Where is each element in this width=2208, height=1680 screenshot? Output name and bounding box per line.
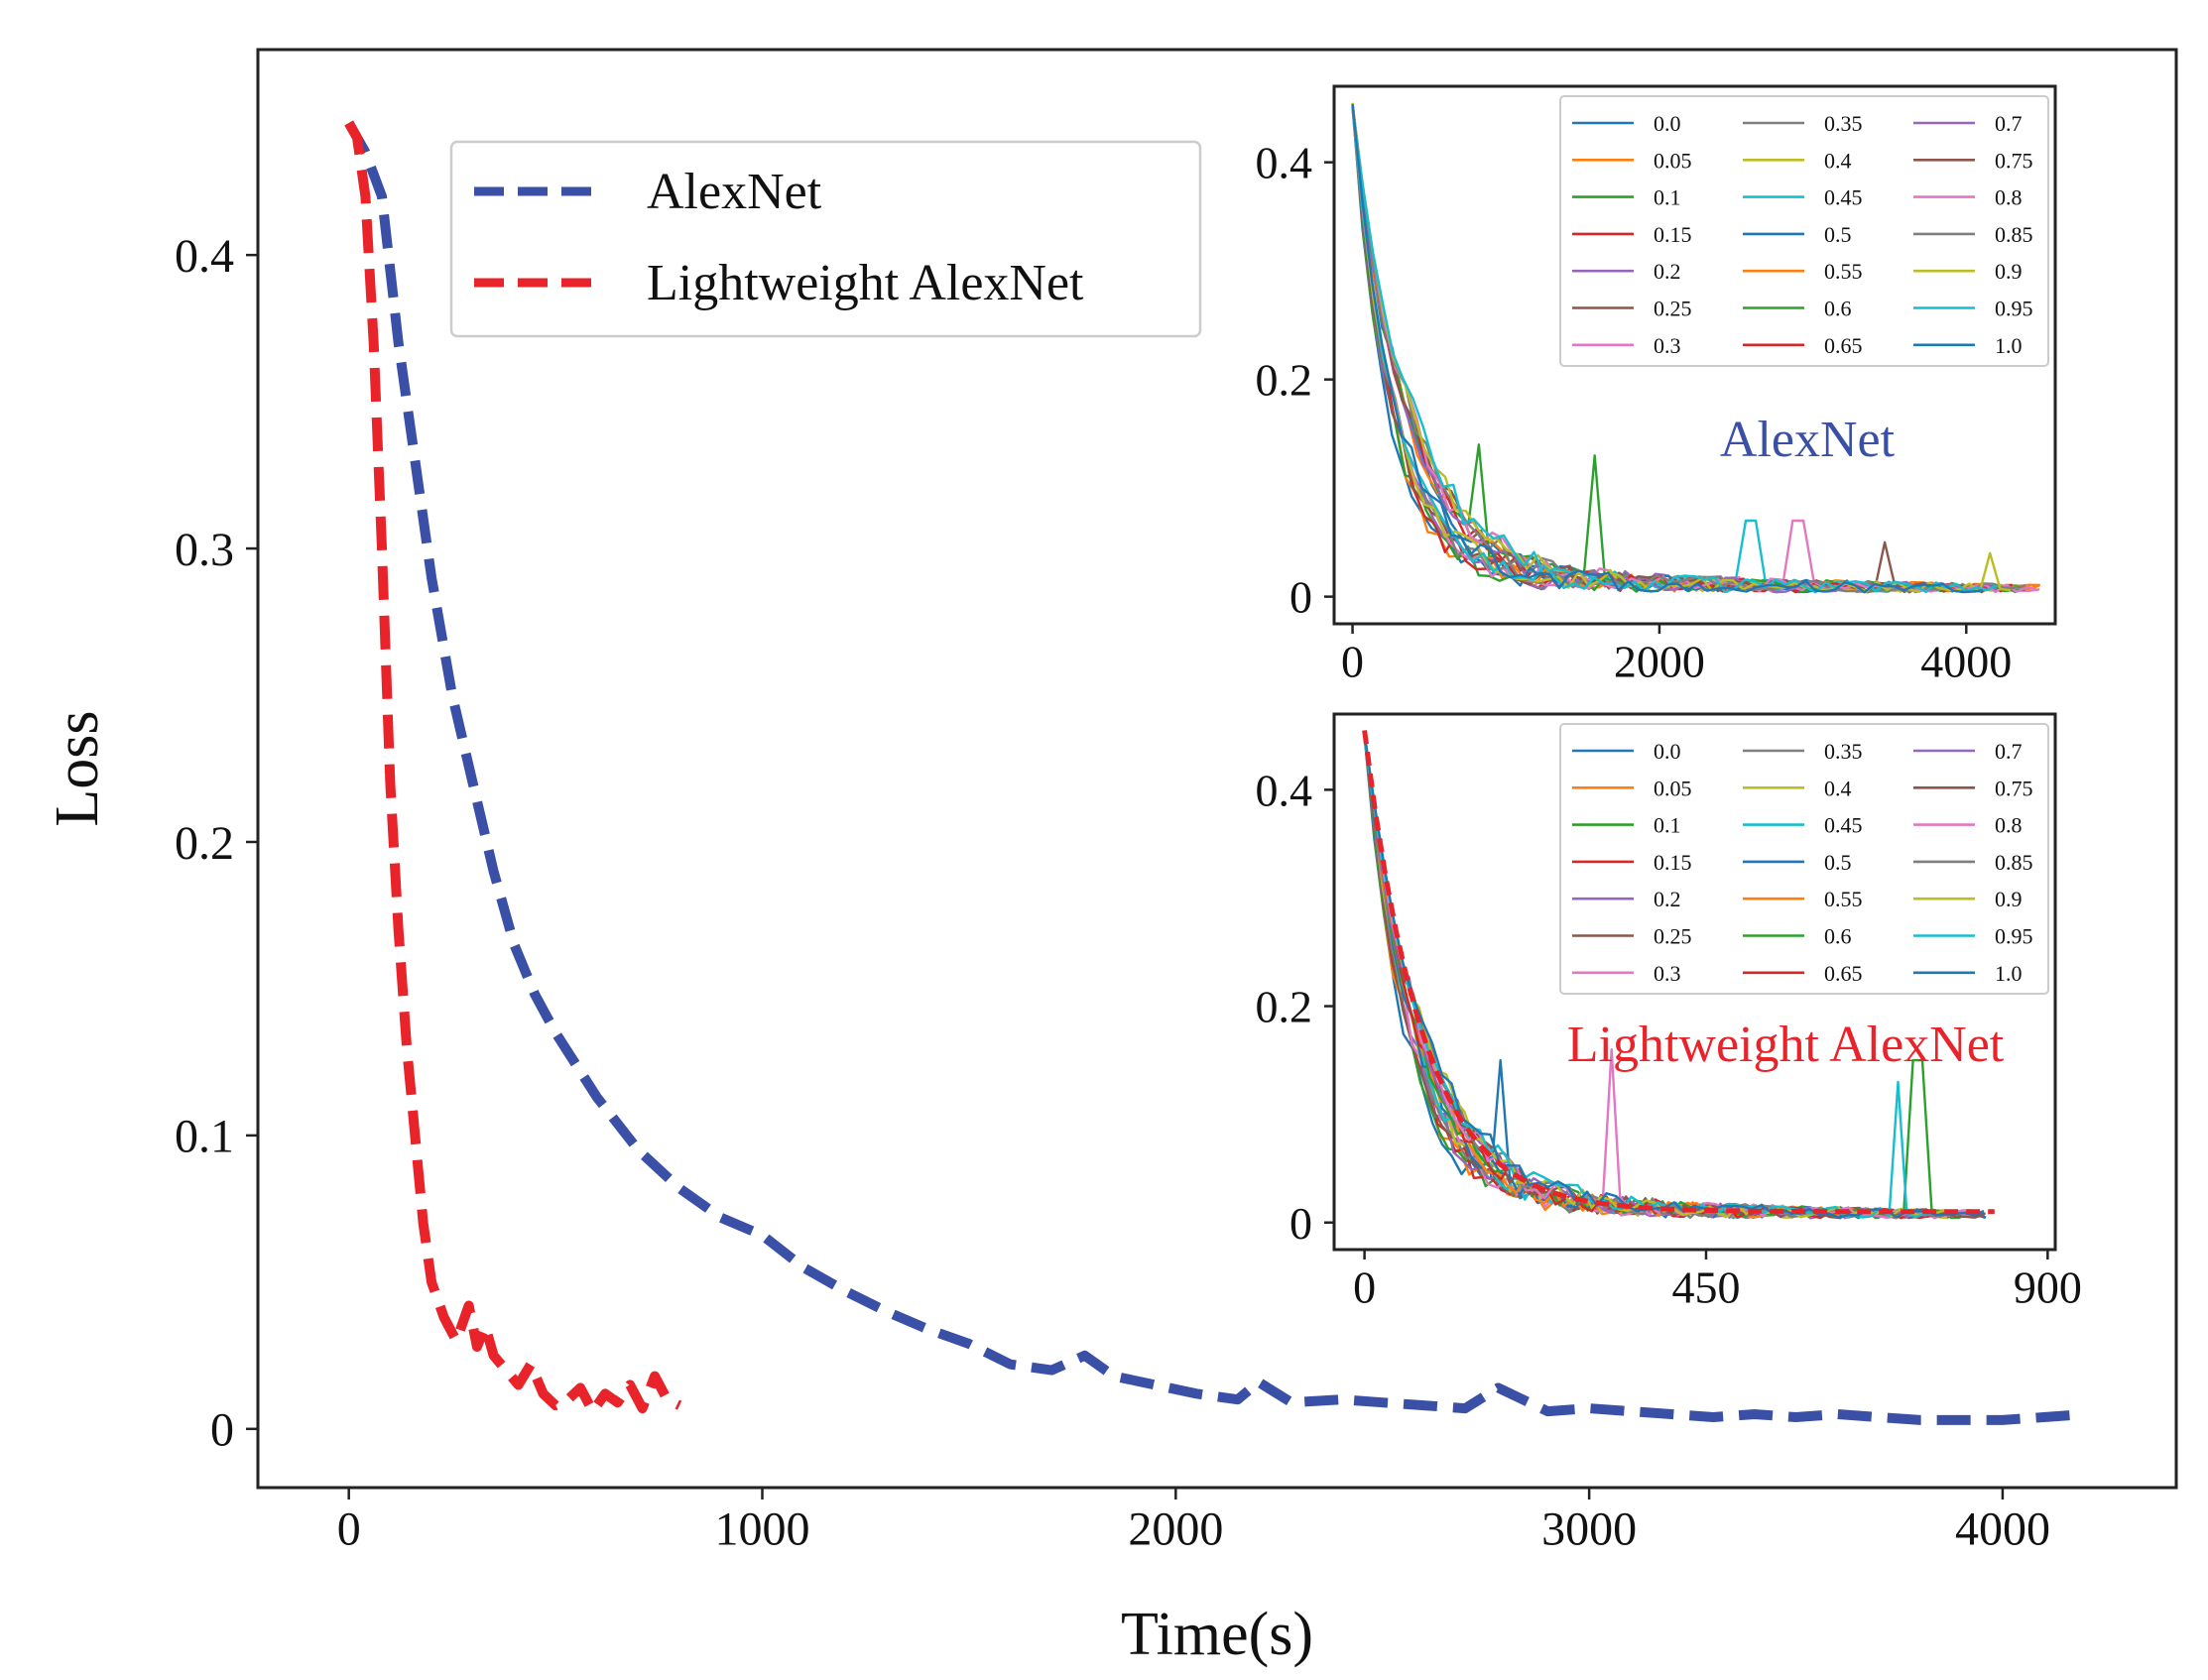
inset-alexnet-legend-label: 0.6 [1824,297,1852,321]
1-x-tick-label: 4000 [1920,637,2012,687]
inset-lightweight-legend-label: 1.0 [1995,961,2023,986]
inset-alexnet-legend-label: 0.85 [1995,222,2033,247]
inset-lightweight-mean-line [1362,730,1995,1215]
main-x-axis-label: Time(s) [1121,1601,1313,1668]
main-legend: AlexNet Lightweight AlexNet [449,140,1202,338]
inset-lightweight-legend-label: 0.55 [1824,887,1863,911]
2-y-tick-label: 0.2 [1256,982,1313,1032]
1-y-tick-label: 0 [1289,572,1312,623]
inset-lightweight-legend-label: 0.3 [1654,961,1681,986]
inset-alexnet-legend-label: 0.45 [1824,185,1863,210]
0-x-tick-label: 2000 [1128,1503,1223,1556]
1-x-tick-label: 2000 [1614,637,1705,687]
main-axes-frame [256,48,2178,1490]
legend-label-alexnet: AlexNet [647,164,822,220]
inset-alexnet-legend-box [1559,95,2049,367]
inset-lightweight-legend-label: 0.25 [1654,924,1692,949]
legend-label-lightweight: Lightweight AlexNet [647,255,1084,311]
1-x-tick-label: 0 [1341,637,1364,687]
inset-lightweight-ticks: 0 450 900 0 0.2 0.4 [1256,765,2082,1312]
inset-lightweight-legend-label: 0.0 [1654,739,1681,764]
inset-alexnet-legend: 0.0 0.05 0.1 0.15 0.2 0.25 0.3 0.35 0.4 0.45 0.5 0.… [1559,95,2049,367]
inset-alexnet-legend-label: 0.1 [1654,185,1681,210]
inset-lightweight-legend-label: 0.5 [1824,850,1852,875]
2-x-tick-label: 900 [2014,1262,2082,1313]
2-y-tick-label: 0.4 [1256,765,1313,815]
main-plot-lines [344,120,2086,1425]
inset-lightweight-legend-label: 0.75 [1995,776,2033,800]
0-y-tick-label: 0.4 [175,230,234,283]
inset-alexnet-legend-label: 0.0 [1654,111,1681,136]
inset-alexnet-legend-label: 0.15 [1654,222,1692,247]
1-y-tick-label: 0.4 [1256,138,1313,188]
0-y-tick-label: 0.1 [175,1111,234,1163]
2-x-tick-label: 450 [1671,1262,1740,1313]
inset-alexnet-legend-label: 0.9 [1995,259,2023,284]
inset-alexnet-legend-label: 0.2 [1654,259,1681,284]
inset-alexnet-legend-label: 0.7 [1995,111,2023,136]
inset-alexnet-legend-label: 0.75 [1995,148,2033,173]
inset-lightweight-legend-label: 0.95 [1995,924,2033,949]
inset-lightweight-legend-label: 0.8 [1995,813,2023,838]
inset-lightweight-legend-label: 0.15 [1654,850,1692,875]
inset-alexnet-ticks: 0 2000 4000 0 0.2 0.4 [1256,138,2013,687]
inset-alexnet-frame [1332,84,2057,626]
inset-lightweight-legend-label: 0.1 [1654,813,1681,838]
inset-alexnet-legend-label: 0.5 [1824,222,1852,247]
inset-lightweight-legend-label: 0.9 [1995,887,2023,911]
inset-alexnet-title: AlexNet [1720,412,1896,468]
inset-lightweight-series-line [1363,732,1973,1220]
inset-lightweight-legend-label: 0.35 [1824,739,1863,764]
inset-lightweight-legend-label: 0.6 [1824,924,1852,949]
0-x-tick-label: 0 [337,1503,361,1556]
inset-alexnet-legend-label: 0.3 [1654,333,1681,358]
0-x-tick-label: 3000 [1541,1503,1637,1556]
main-legend-box [449,140,1202,338]
0-y-tick-label: 0.3 [175,524,234,576]
inset-alexnet-legend-label: 0.8 [1995,185,2023,210]
0-y-tick-label: 0 [210,1404,234,1457]
main-y-axis-label: Loss [44,710,111,826]
inset-alexnet-legend-label: 0.35 [1824,111,1863,136]
inset-alexnet-lines [1351,102,2040,594]
inset-alexnet-series-line [1351,103,1983,594]
series-line-lightweight-alexnet [344,120,682,1417]
inset-alexnet-legend-label: 1.0 [1995,333,2023,358]
inset-alexnet-legend-label: 0.65 [1824,333,1863,358]
inset-lightweight-legend-label: 0.65 [1824,961,1863,986]
inset-alexnet-legend-label: 0.95 [1995,297,2033,321]
inset-lightweight-legend-label: 0.45 [1824,813,1863,838]
main-chart: 0 1000 2000 3000 4000 0 0.1 0.2 0.3 0.4 Loss Time… [44,48,2178,1668]
inset-alexnet-legend-label: 0.55 [1824,259,1863,284]
inset-lightweight-legend-box [1559,723,2049,995]
0-x-tick-label: 1000 [715,1503,810,1556]
inset-lightweight-legend: 0.0 0.05 0.1 0.15 0.2 0.25 0.3 0.35 0.4 0.45 0.5 0.… [1559,723,2049,995]
inset-lightweight-legend-label: 0.7 [1995,739,2023,764]
2-y-tick-label: 0 [1289,1198,1312,1249]
inset-lightweight-legend-label: 0.05 [1654,776,1692,800]
series-line-alexnet [344,120,2086,1425]
main-ticks: 0 1000 2000 3000 4000 0 0.1 0.2 0.3 0.4 [175,230,2050,1556]
1-y-tick-label: 0.2 [1256,355,1313,406]
0-y-tick-label: 0.2 [175,817,234,870]
0-x-tick-label: 4000 [1955,1503,2050,1556]
inset-alexnet-series-line [1351,106,1998,594]
inset-alexnet-legend-label: 0.25 [1654,297,1692,321]
2-x-tick-label: 0 [1353,1262,1376,1313]
inset-alexnet-legend-label: 0.05 [1654,148,1692,173]
inset-lightweight-legend-label: 0.4 [1824,776,1852,800]
inset-lightweight-legend-label: 0.85 [1995,850,2033,875]
inset-lightweight-title: Lightweight AlexNet [1567,1017,2005,1073]
inset-alexnet-legend-label: 0.4 [1824,148,1852,173]
inset-lightweight-frame [1332,712,2057,1252]
inset-lightweight-lines [1362,730,1995,1220]
inset-lightweight-legend-label: 0.2 [1654,887,1681,911]
